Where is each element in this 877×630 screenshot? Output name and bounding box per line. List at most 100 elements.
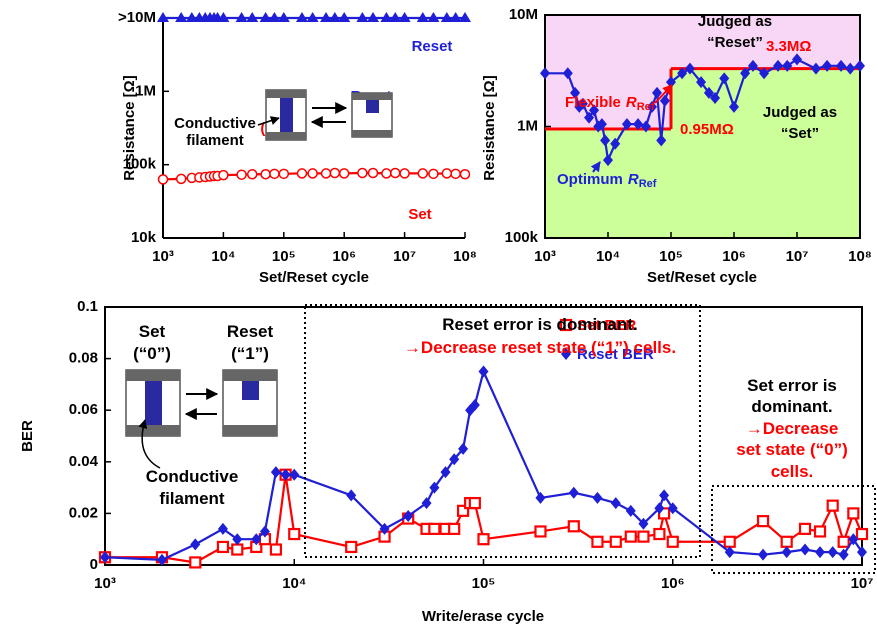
y-tick-label: 0.02	[69, 504, 98, 521]
annotation: set state (“0”)	[736, 440, 847, 459]
marker	[535, 492, 545, 504]
marker	[626, 532, 636, 542]
marker	[232, 533, 242, 545]
y-tick-label: 0.04	[69, 453, 99, 470]
x-tick-label: 10⁶	[661, 575, 685, 592]
marker	[270, 169, 279, 178]
x-tick-label: 10⁶	[332, 248, 356, 265]
annotation-text: Set	[139, 322, 166, 341]
marker	[638, 532, 648, 542]
x-tick-label: 10⁸	[453, 248, 477, 265]
marker	[461, 170, 470, 179]
marker	[442, 169, 451, 178]
marker	[261, 170, 270, 179]
marker	[219, 171, 228, 180]
y-axis-label: BER	[19, 420, 36, 452]
annotation: cells.	[771, 462, 814, 481]
marker	[391, 168, 400, 177]
figure: 10³10⁴10⁵10⁶10⁷10⁸10k100k1M>10MSet/Reset…	[0, 0, 877, 630]
y-tick-label: 0	[90, 556, 98, 573]
marker	[725, 537, 735, 547]
x-tick-label: 10⁵	[659, 248, 683, 265]
annotation: Conductive	[174, 115, 256, 132]
annotation: Reset error is dominant.	[442, 315, 638, 334]
marker	[422, 497, 432, 509]
marker	[159, 175, 168, 184]
annotation: Reset	[227, 322, 274, 341]
threshold-label: 0.95MΩ	[680, 121, 734, 138]
marker	[429, 524, 439, 534]
marker	[782, 537, 792, 547]
cell-icon	[266, 90, 306, 140]
series-line	[105, 372, 862, 560]
y-tick-label: 1M	[517, 117, 538, 134]
x-axis-label: Set/Reset cycle	[647, 269, 757, 286]
annotation-text: (“1”)	[231, 344, 269, 363]
annotation: Set error is	[747, 376, 837, 395]
marker	[654, 529, 664, 539]
marker	[418, 169, 427, 178]
annotation-text: Optimum	[557, 171, 623, 188]
marker	[279, 169, 288, 178]
annotation-text: →Decrease	[746, 419, 839, 438]
x-tick-label: 10⁷	[786, 248, 809, 265]
series-label: Set	[408, 206, 431, 223]
cell-icon	[223, 370, 277, 436]
annotation-text: Judged as	[698, 13, 772, 30]
x-tick-label: 10⁸	[848, 248, 872, 265]
y-tick-label: 0.1	[77, 298, 98, 315]
annotation-text: Reset	[227, 322, 274, 341]
annotation: (“0”)	[133, 344, 171, 363]
marker	[308, 169, 317, 178]
marker	[248, 170, 257, 179]
marker	[569, 487, 579, 499]
x-axis-label: Set/Reset cycle	[259, 269, 369, 286]
y-tick-label: 1M	[135, 82, 156, 99]
cell-icon	[126, 370, 180, 436]
marker	[758, 516, 768, 526]
y-tick-label: 0.06	[69, 401, 98, 418]
annotation: “Set”	[781, 125, 819, 142]
region-box	[712, 486, 875, 573]
annotation-text: “Set”	[781, 125, 819, 142]
x-tick-label: 10³	[152, 248, 174, 265]
annotation-text: Conductive	[174, 115, 256, 132]
y-tick-label: 100k	[505, 229, 539, 246]
marker	[592, 492, 602, 504]
marker	[297, 169, 306, 178]
marker	[800, 544, 810, 556]
annotation: →Decrease reset state (“1”) cells.	[404, 338, 676, 357]
y-tick-label: 10k	[131, 229, 157, 246]
annotation-italic: R	[628, 171, 639, 188]
region-lower	[671, 69, 860, 238]
y-axis-label: Resistance [Ω]	[481, 75, 498, 180]
marker	[611, 537, 621, 547]
x-tick-label: 10⁵	[472, 575, 496, 592]
series-label: Reset	[412, 38, 453, 55]
y-tick-label: 0.08	[69, 350, 98, 367]
marker	[237, 170, 246, 179]
x-tick-label: 10⁶	[722, 248, 746, 265]
marker	[569, 521, 579, 531]
annotation-italic: R	[626, 94, 637, 111]
annotation-text: filament	[159, 489, 225, 508]
annotation: Conductive	[146, 467, 239, 486]
marker	[725, 546, 735, 558]
marker	[271, 545, 281, 555]
marker	[190, 557, 200, 567]
cell-icon	[352, 93, 392, 137]
marker	[451, 169, 460, 178]
marker	[839, 537, 849, 547]
marker	[358, 168, 367, 177]
marker	[479, 534, 489, 544]
annotation: “Reset”	[707, 34, 763, 51]
annotation-text: cells.	[771, 462, 814, 481]
y-tick-label: 10M	[509, 6, 538, 23]
marker	[479, 366, 489, 378]
marker	[815, 546, 825, 558]
annotation-text: Set error is	[747, 376, 837, 395]
marker	[369, 168, 378, 177]
page: {"chart_data": [ {"type": "line", "xlog"…	[0, 0, 877, 630]
marker	[330, 168, 339, 177]
x-tick-label: 10⁴	[282, 575, 306, 592]
